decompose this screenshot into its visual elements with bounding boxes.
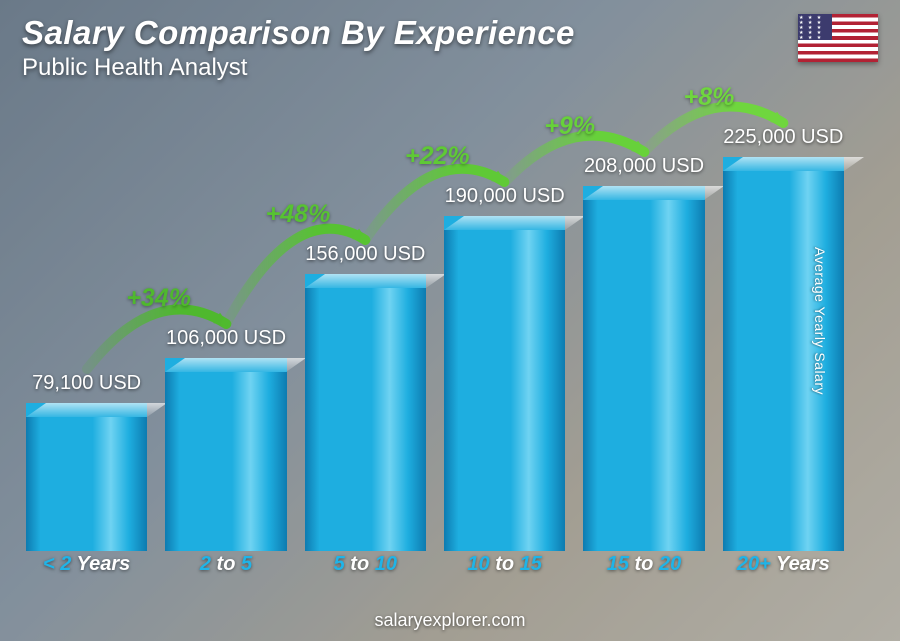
increase-label: +22% (405, 142, 470, 171)
country-flag-us: ★ ★ ★ ★ ★ ★ ★ ★ ★ ★ ★ ★ ★ ★ ★ ★ ★ ★ ★ ★ … (798, 14, 878, 62)
footer-attribution: salaryexplorer.com (0, 610, 900, 631)
increase-label: +34% (126, 284, 191, 313)
title-block: Salary Comparison By Experience Public H… (22, 14, 575, 82)
bar-value-label: 79,100 USD (32, 372, 141, 395)
bar (165, 358, 286, 551)
bar-column: 190,000 USD (444, 185, 565, 551)
x-axis-label: < 2 Years (26, 553, 147, 581)
increase-label: +8% (684, 83, 735, 112)
bar (26, 403, 147, 551)
bar-group: 79,100 USD 106,000 USD 156,000 USD 190,0… (20, 121, 850, 551)
bar-value-label: 156,000 USD (305, 243, 425, 266)
x-axis-label: 10 to 15 (444, 553, 565, 581)
bar-column: 79,100 USD (26, 372, 147, 551)
x-axis-label: 5 to 10 (305, 553, 426, 581)
x-axis-label: 15 to 20 (583, 553, 704, 581)
y-axis-label: Average Yearly Salary (812, 247, 828, 395)
bar-value-label: 225,000 USD (723, 126, 843, 149)
bar (305, 274, 426, 551)
bar-column: 106,000 USD (165, 327, 286, 551)
bar-value-label: 190,000 USD (445, 185, 565, 208)
x-axis-label: 2 to 5 (165, 553, 286, 581)
bar-value-label: 208,000 USD (584, 155, 704, 178)
increase-label: +9% (544, 112, 595, 141)
chart-subtitle: Public Health Analyst (22, 54, 575, 82)
bar (444, 216, 565, 551)
bar-column: 208,000 USD (583, 155, 704, 551)
header: Salary Comparison By Experience Public H… (22, 14, 878, 82)
chart-title: Salary Comparison By Experience (22, 14, 575, 52)
bar (583, 186, 704, 551)
bar-value-label: 106,000 USD (166, 327, 286, 350)
infographic-canvas: Salary Comparison By Experience Public H… (0, 0, 900, 641)
increase-label: +48% (266, 200, 331, 229)
x-axis-label: 20+ Years (723, 553, 844, 581)
bar-column: 156,000 USD (305, 243, 426, 551)
x-axis: < 2 Years 2 to 5 5 to 10 10 to 15 15 to 20 20… (20, 553, 850, 581)
chart-area: 79,100 USD 106,000 USD 156,000 USD 190,0… (20, 90, 850, 581)
